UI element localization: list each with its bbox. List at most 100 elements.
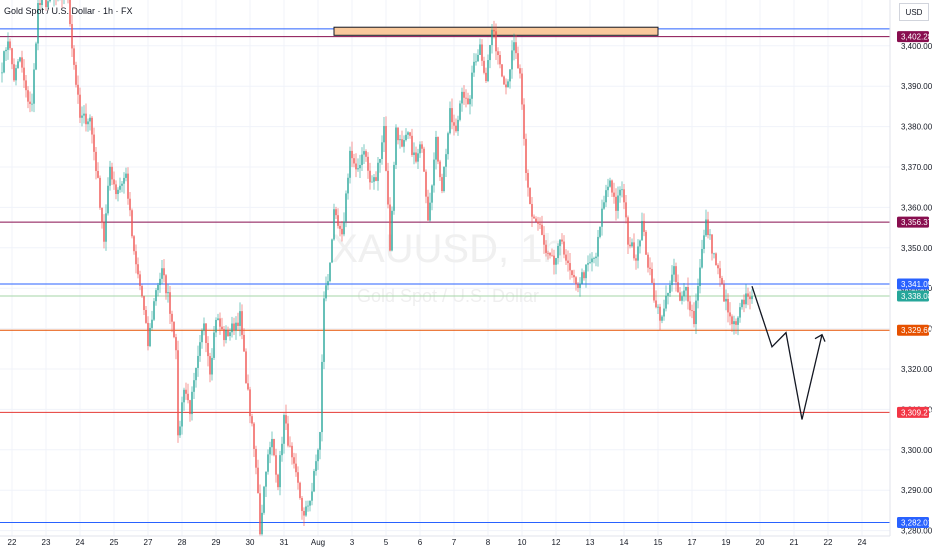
candle-body bbox=[39, 3, 41, 6]
candle-body bbox=[3, 51, 5, 73]
candle-body bbox=[635, 258, 637, 261]
candle-body bbox=[119, 185, 121, 190]
candle-body bbox=[735, 321, 737, 325]
time-tick-label: 24 bbox=[858, 538, 867, 547]
candle-body bbox=[649, 267, 651, 269]
candle-body bbox=[241, 311, 243, 335]
price-tick-label: 3,350.00 bbox=[901, 244, 932, 253]
candle-body bbox=[361, 154, 363, 165]
candle-body bbox=[587, 263, 589, 265]
candle-body bbox=[265, 471, 267, 487]
candle-body bbox=[383, 126, 385, 143]
time-tick-label: Aug bbox=[311, 538, 325, 547]
candle-body bbox=[427, 196, 429, 221]
candle-body bbox=[255, 448, 257, 468]
candle-body bbox=[541, 224, 543, 235]
projection-path[interactable] bbox=[751, 285, 823, 420]
candle-body bbox=[729, 312, 731, 317]
candle-body bbox=[93, 134, 95, 152]
support-3282-pill-label: 3,282.01 bbox=[901, 518, 932, 527]
candle-body bbox=[435, 136, 437, 160]
watermark-symbol: XAUUSD, 1h bbox=[331, 227, 564, 271]
candle-body bbox=[223, 329, 225, 341]
candle-body bbox=[625, 202, 627, 218]
symbol-title[interactable]: Gold Spot / U.S. Dollar · 1h · FX bbox=[4, 6, 133, 16]
support-3309-pill-label: 3,309.27 bbox=[901, 408, 932, 417]
candle-body bbox=[311, 491, 313, 501]
time-tick-label: 28 bbox=[178, 538, 187, 547]
candle-body bbox=[191, 391, 193, 415]
candle-body bbox=[247, 383, 249, 390]
horizontal-levels[interactable] bbox=[0, 28, 890, 523]
time-tick-label: 7 bbox=[452, 538, 457, 547]
candle-body bbox=[159, 278, 161, 286]
price-axis[interactable] bbox=[890, 0, 932, 550]
candle-body bbox=[243, 334, 245, 352]
candle-body bbox=[511, 50, 513, 70]
candle-body bbox=[9, 41, 11, 49]
candle-body bbox=[285, 415, 287, 424]
candle-body bbox=[525, 138, 527, 173]
candle-body bbox=[155, 290, 157, 302]
time-tick-label: 21 bbox=[790, 538, 799, 547]
candle-body bbox=[473, 61, 475, 73]
candle-body bbox=[405, 134, 407, 141]
candle-body bbox=[619, 189, 621, 196]
candle-body bbox=[333, 209, 335, 240]
time-axis[interactable] bbox=[0, 536, 932, 550]
candle-body bbox=[705, 219, 707, 236]
candle-body bbox=[329, 262, 331, 282]
candle-body bbox=[23, 67, 25, 81]
candle-body bbox=[455, 125, 457, 132]
candle-body bbox=[269, 447, 271, 455]
candle-body bbox=[69, 0, 71, 25]
candle-body bbox=[139, 274, 141, 286]
candle-body bbox=[401, 139, 403, 147]
candle-body bbox=[197, 355, 199, 368]
candle-body bbox=[521, 73, 523, 105]
candle-body bbox=[695, 300, 697, 325]
candle-body bbox=[19, 57, 21, 62]
candle-body bbox=[393, 164, 395, 211]
candle-body bbox=[609, 180, 611, 187]
candle-body bbox=[593, 258, 595, 259]
candle-body bbox=[389, 204, 391, 251]
candle-body bbox=[283, 415, 285, 444]
candle-body bbox=[497, 51, 499, 55]
candle-body bbox=[121, 183, 123, 186]
candle-body bbox=[481, 44, 483, 61]
candle-body bbox=[387, 170, 389, 205]
candle-body bbox=[371, 181, 373, 183]
candle-body bbox=[507, 81, 509, 88]
resistance-3402-pill-label: 3,402.28 bbox=[901, 33, 932, 42]
candle-body bbox=[575, 277, 577, 285]
candle-body bbox=[667, 293, 669, 296]
candle-body bbox=[425, 171, 427, 197]
candle-body bbox=[165, 275, 167, 294]
candle-body bbox=[75, 64, 77, 85]
candle-body bbox=[365, 151, 367, 157]
support-3329-pill-label: 3,329.60 bbox=[901, 326, 932, 335]
candle-body bbox=[107, 185, 109, 214]
candle-body bbox=[659, 306, 661, 321]
candle-body bbox=[669, 284, 671, 294]
candle-body bbox=[447, 133, 449, 155]
support-3329-pill bbox=[897, 324, 929, 336]
price-tick-label: 3,390.00 bbox=[901, 82, 932, 91]
candle-body bbox=[743, 299, 745, 305]
candle-body bbox=[429, 202, 431, 221]
level-3341-pill-label: 3,341.05 bbox=[901, 280, 932, 289]
candle-body bbox=[281, 443, 283, 456]
candle-body bbox=[319, 432, 321, 450]
candle-body bbox=[213, 332, 215, 358]
time-tick-label: 19 bbox=[722, 538, 731, 547]
candle-body bbox=[459, 103, 461, 120]
candle-body bbox=[565, 254, 567, 261]
candle-body bbox=[571, 270, 573, 276]
candle-body bbox=[477, 54, 479, 62]
candle-body bbox=[549, 252, 551, 256]
candle-body bbox=[355, 163, 357, 170]
currency-label[interactable]: USD bbox=[899, 3, 929, 21]
price-tick-label: 3,370.00 bbox=[901, 163, 932, 172]
